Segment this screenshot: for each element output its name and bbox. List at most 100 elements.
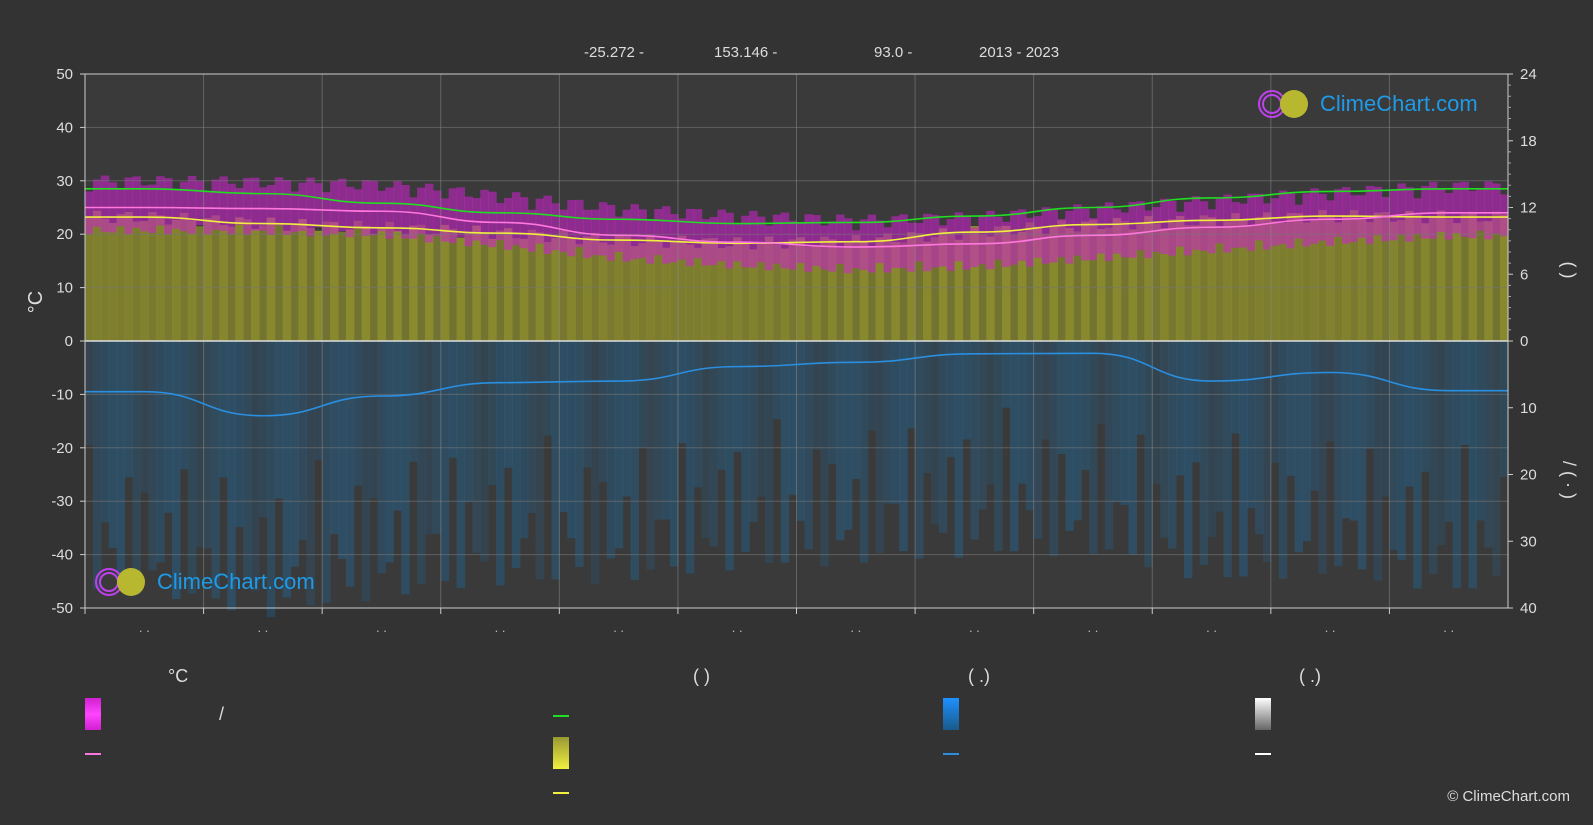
month-tick-label: . . <box>850 620 861 635</box>
precip-bar <box>1365 341 1375 449</box>
precip-bar <box>1096 341 1106 425</box>
temp-range-bar <box>1318 193 1327 241</box>
precip-bar <box>290 341 300 567</box>
sunshine-bar <box>1089 219 1098 341</box>
left-tick-label: 10 <box>56 280 73 297</box>
header-latitude: -25.272 - <box>584 44 645 61</box>
logo-text: ClimeChart.com <box>1320 91 1478 116</box>
precip-bar <box>606 341 616 559</box>
sunshine-bar <box>1215 225 1224 341</box>
temp-range-bar <box>1397 183 1406 235</box>
sunshine-bar <box>1365 221 1375 341</box>
sunshine-bar <box>1247 225 1256 341</box>
temp-range-bar <box>1152 207 1161 252</box>
sunshine-bar <box>788 239 798 341</box>
left-tick-label: -30 <box>51 493 73 510</box>
precip-bar <box>1302 341 1311 542</box>
sunshine-bar <box>764 236 774 341</box>
sunshine-bar <box>330 221 339 341</box>
sunshine-bar <box>1500 214 1509 341</box>
temp-range-bar <box>915 223 924 262</box>
month-tick-label: . . <box>1325 620 1336 635</box>
precip-bar <box>843 341 853 530</box>
precip-bar <box>1183 341 1193 579</box>
precip-bar <box>337 341 347 559</box>
sunshine-bar <box>179 212 189 341</box>
sunshine-bar <box>243 219 252 341</box>
sunshine-bar <box>1191 225 1201 341</box>
precip-bar <box>1104 341 1114 550</box>
temp-range-bar <box>1049 208 1058 263</box>
precip-bar <box>116 341 126 578</box>
left-tick-label: 0 <box>65 333 73 350</box>
temp-range-bar <box>820 225 829 270</box>
precip-bar <box>243 341 252 580</box>
right-tick-label: 12 <box>1520 200 1537 217</box>
temp-range-bar <box>171 189 181 229</box>
sunshine-bar <box>266 217 276 341</box>
sunshine-bar <box>140 221 149 341</box>
precip-bar <box>472 341 481 553</box>
sunshine-bar <box>298 218 307 341</box>
legend-temp-mean-swatch <box>85 753 101 755</box>
temp-range-bar <box>764 225 774 271</box>
precip-bar <box>527 341 537 513</box>
temp-range-bar <box>1262 203 1272 250</box>
precip-bar <box>330 341 339 535</box>
sunshine-line <box>85 215 1508 245</box>
precip-bar <box>804 341 813 550</box>
precip-bar <box>1310 341 1319 491</box>
temp-range-bar <box>251 177 260 231</box>
temp-range-bar <box>717 209 726 262</box>
sunshine-bar <box>1444 218 1454 341</box>
precip-bar <box>409 341 418 462</box>
temp-range-bar <box>345 186 355 238</box>
precip-bar <box>756 341 766 497</box>
left-tick-label: 40 <box>56 119 73 136</box>
precip-bar <box>575 341 584 567</box>
precip-bar <box>899 341 908 552</box>
sunshine-bar <box>1492 211 1501 341</box>
precip-bar <box>1175 341 1185 476</box>
temp-range-bar <box>1468 190 1477 239</box>
sunshine-bar <box>614 235 624 341</box>
sunshine-bar <box>891 242 900 341</box>
right-tick-label: 24 <box>1520 66 1537 83</box>
sunshine-bar <box>527 229 537 341</box>
header-elevation: 93.0 - <box>874 44 913 61</box>
sunshine-bar <box>211 215 220 341</box>
temp-range-bar <box>946 219 956 271</box>
sunshine-bar <box>1349 210 1359 341</box>
temp-range-bar <box>1033 216 1043 258</box>
temp-range-bar <box>306 177 315 237</box>
temp-range-bar <box>1247 193 1256 251</box>
sunshine-bar <box>670 240 679 341</box>
right-top-axis-label: ( ) <box>1559 262 1579 279</box>
temp-range-bar <box>417 187 426 235</box>
precip-bar <box>772 341 782 420</box>
sunshine-bar <box>1405 210 1414 341</box>
precip-bar <box>306 341 315 606</box>
precip-bar <box>1231 341 1240 434</box>
right-tick-label: 10 <box>1520 400 1537 417</box>
temp-range-bar <box>314 183 323 228</box>
temp-range-bar <box>1128 202 1138 258</box>
sunshine-bar <box>875 237 885 341</box>
precip-bar <box>1381 341 1391 497</box>
precip-bar <box>1349 341 1359 521</box>
sunshine-bar <box>290 223 300 341</box>
precip-bar <box>258 341 268 517</box>
precip-bar <box>298 341 307 540</box>
precip-bar <box>1049 341 1058 557</box>
month-tick-label: . . <box>732 620 743 635</box>
precip-bar <box>227 341 236 611</box>
legend-rain-swatch <box>943 698 959 730</box>
precip-bar <box>496 341 505 586</box>
sunshine-bar <box>717 247 726 341</box>
precip-bar <box>1136 341 1145 435</box>
precip-bar <box>1484 341 1493 548</box>
sunshine-bar <box>1199 215 1209 341</box>
sunshine-bar <box>345 229 355 341</box>
sunshine-bar <box>1341 215 1351 341</box>
